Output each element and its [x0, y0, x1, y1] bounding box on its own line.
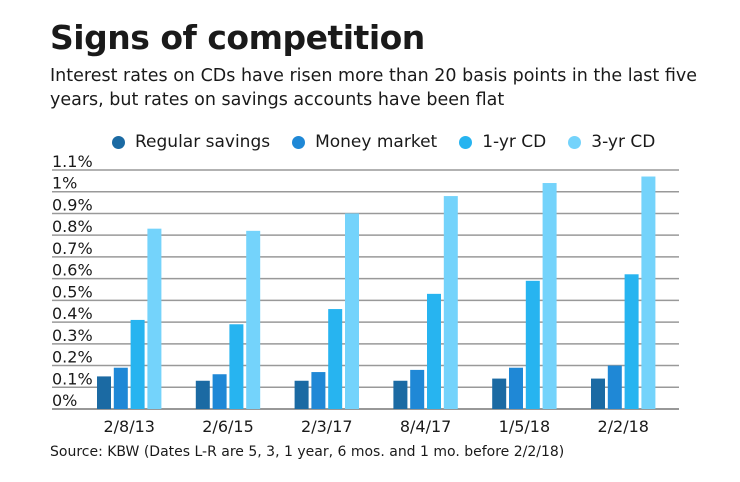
- bar: [195, 380, 210, 409]
- y-tick-label: 0.1%: [52, 369, 93, 388]
- bar: [607, 365, 622, 409]
- x-tick-label: 2/2/18: [597, 417, 649, 436]
- legend-marker: [112, 135, 125, 149]
- bar: [427, 293, 441, 409]
- source-note: Source: KBW (Dates L-R are 5, 3, 1 year,…: [50, 444, 565, 460]
- x-tick-label: 2/3/17: [301, 417, 353, 436]
- bar: [147, 228, 162, 409]
- legend-label: Money market: [315, 132, 438, 152]
- y-tick-label: 1.1%: [52, 152, 93, 171]
- y-tick-label: 0%: [52, 391, 77, 410]
- bar: [130, 319, 145, 409]
- legend-label: 1-yr CD: [482, 132, 547, 152]
- bar: [345, 213, 359, 409]
- bar: [97, 376, 111, 409]
- y-tick-label: 0.4%: [52, 304, 93, 323]
- y-tick-label: 0.3%: [52, 326, 93, 345]
- bar: [311, 372, 326, 409]
- bar: [328, 309, 343, 409]
- bar: [641, 176, 656, 409]
- bar: [509, 367, 523, 409]
- x-tick-label: 8/4/17: [400, 417, 452, 436]
- bar: [410, 369, 425, 409]
- y-tick-label: 0.7%: [52, 239, 93, 258]
- x-tick-label: 1/5/18: [499, 417, 551, 436]
- bar: [229, 324, 244, 409]
- y-tick-label: 0.5%: [52, 282, 93, 301]
- x-tick-label: 2/8/13: [103, 417, 155, 436]
- bar: [393, 380, 408, 409]
- bar: [212, 374, 227, 409]
- legend-item: 3-yr CD: [568, 132, 655, 152]
- bar: [525, 280, 540, 409]
- chart-title: Signs of competition: [50, 18, 425, 57]
- legend-label: 3-yr CD: [591, 132, 656, 152]
- legend-marker: [292, 135, 306, 149]
- bar: [246, 230, 261, 409]
- legend-marker: [568, 135, 582, 149]
- bar: [492, 378, 507, 409]
- y-tick-label: 0.9%: [52, 195, 93, 214]
- y-tick-label: 0.2%: [52, 348, 93, 367]
- bar: [294, 380, 309, 409]
- bar: [542, 183, 557, 409]
- bar: [624, 274, 639, 409]
- chart-subtitle: Interest rates on CDs have risen more th…: [50, 66, 697, 110]
- legend-item: 1-yr CD: [459, 132, 546, 152]
- x-tick-label: 2/6/15: [202, 417, 254, 436]
- legend-item: Money market: [292, 132, 437, 152]
- legend-item: Regular savings: [112, 132, 270, 152]
- bar: [591, 378, 605, 409]
- legend-marker: [459, 135, 473, 149]
- y-tick-label: 0.6%: [52, 261, 93, 280]
- bar: [443, 196, 458, 409]
- y-tick-label: 1%: [52, 174, 77, 193]
- bar: [113, 367, 128, 409]
- legend-label: Regular savings: [135, 132, 271, 152]
- legend: Regular savings Money market 1-yr CD 3-yr C…: [112, 132, 655, 152]
- y-tick-label: 0.8%: [52, 217, 93, 236]
